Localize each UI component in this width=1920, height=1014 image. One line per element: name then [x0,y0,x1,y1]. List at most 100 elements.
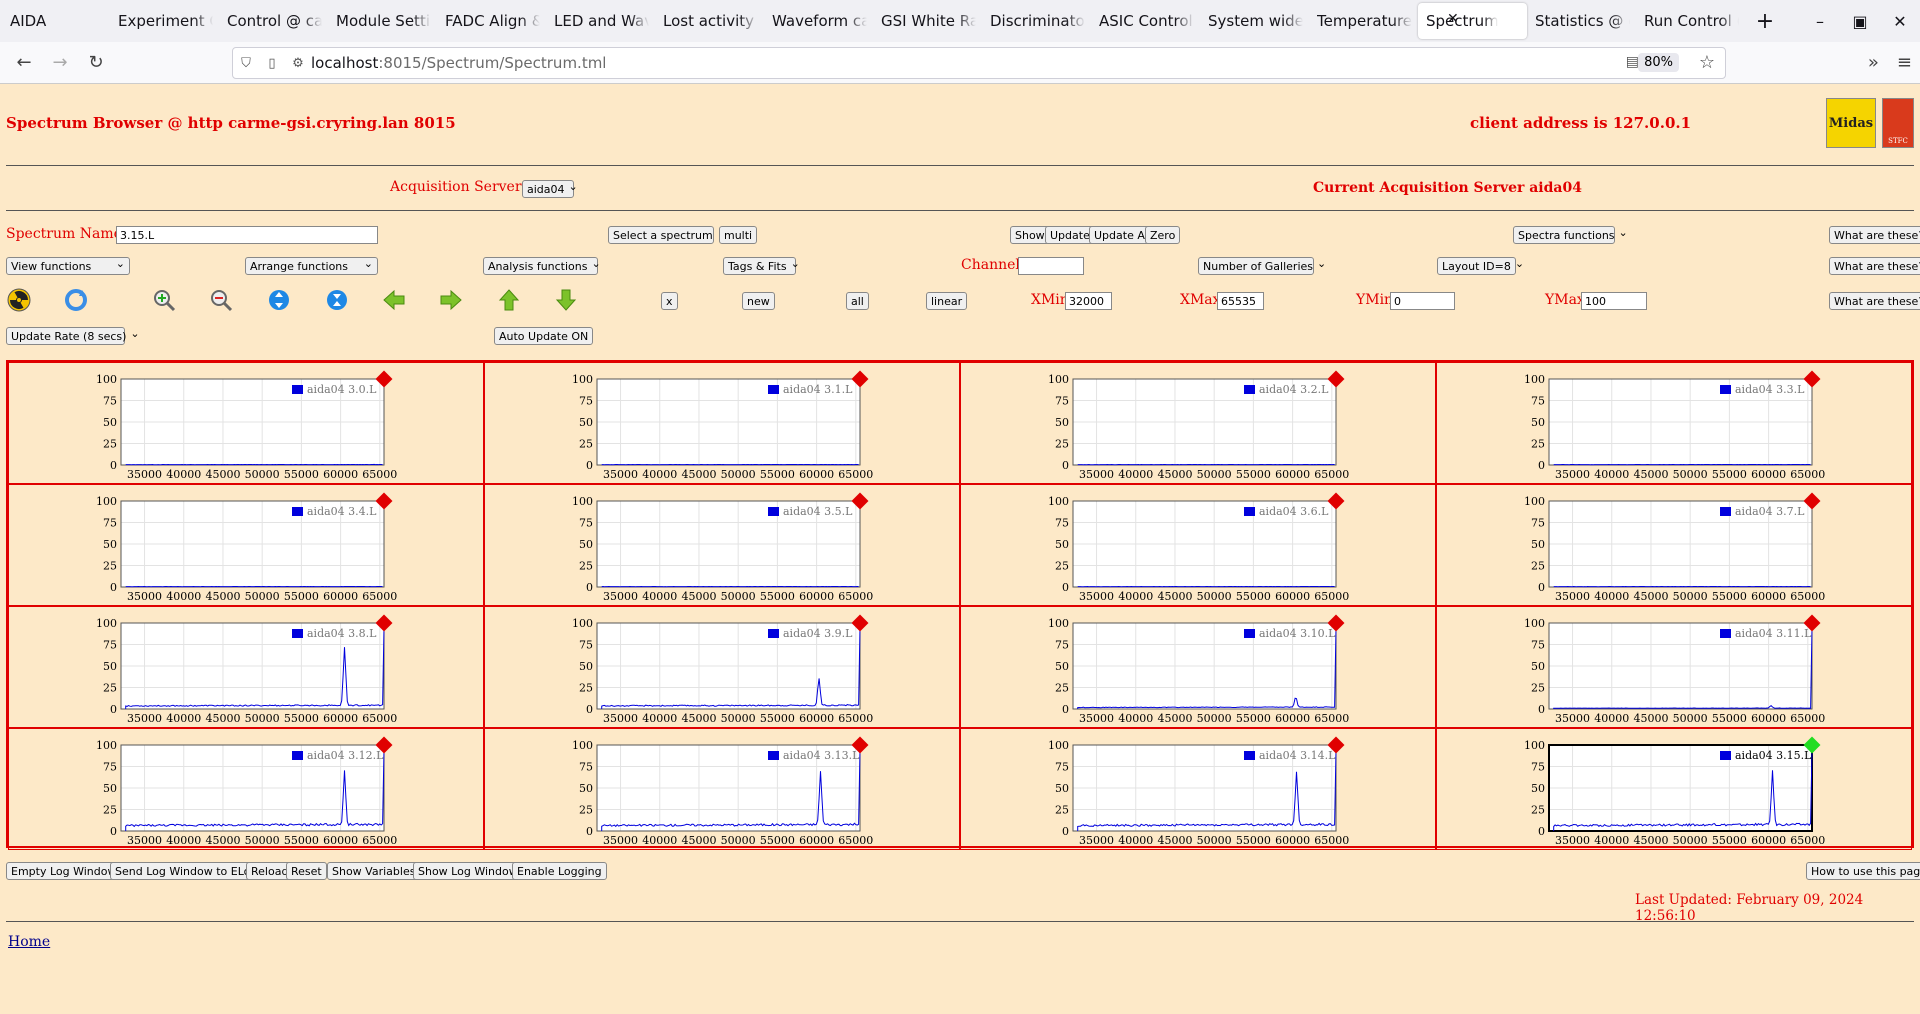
arrow-down-icon[interactable] [553,287,579,313]
spectrum-chart[interactable]: 0 25 50 75 100 35000 40000 45000 50000 55000 60000… [9,485,485,607]
bookmark-star-icon[interactable]: ☆ [1698,52,1715,73]
arrow-right-icon[interactable] [438,287,464,313]
arrange-functions-dropdown[interactable]: Arrange functions [245,257,378,275]
spectrum-chart[interactable]: 0 25 50 75 100 35000 40000 45000 50000 55000 60000… [1437,607,1913,729]
spectra-functions-dropdown[interactable]: Spectra functions [1513,226,1615,244]
footer-button-reload[interactable]: Reload [246,862,294,880]
shield-icon[interactable]: ⛉ [241,55,251,71]
new-tab-button[interactable]: + [1755,8,1775,34]
browser-tab[interactable]: ASIC Control [1091,3,1200,39]
spectrum-chart[interactable]: 0 25 50 75 100 35000 40000 45000 50000 55000 60000… [1437,485,1913,607]
linear-button[interactable]: linear [926,292,968,310]
browser-tab[interactable]: FADC Align & [437,3,546,39]
spectrum-status-marker[interactable] [375,614,393,632]
spectrum-panel[interactable]: 0 25 50 75 100 35000 40000 45000 50000 55000 60000… [484,606,960,728]
browser-tab[interactable]: Spectrum B✕ [1418,3,1527,39]
how-to-use-button[interactable]: How to use this page [1806,862,1920,880]
layout-dropdown[interactable]: Layout ID=8 [1437,257,1516,275]
x-button[interactable]: x [661,292,678,310]
refresh-icon[interactable] [63,287,89,313]
spectrum-chart[interactable]: 0 25 50 75 100 35000 40000 45000 50000 55000 60000… [9,363,485,485]
back-icon[interactable]: ← [16,52,32,73]
spectrum-panel[interactable]: 0 25 50 75 100 35000 40000 45000 50000 55000 60000… [960,606,1436,728]
footer-button-reset[interactable]: Reset [286,862,327,880]
zoom-out-icon[interactable] [208,287,234,313]
url-bar[interactable]: ⛉ ▯ ⚙ localhost:8015/Spectrum/Spectrum.t… [232,47,1726,79]
spectrum-status-marker[interactable] [851,614,869,632]
spectrum-panel[interactable]: 0 25 50 75 100 35000 40000 45000 50000 55000 60000… [484,728,960,850]
spectrum-panel[interactable]: 0 25 50 75 100 35000 40000 45000 50000 55000 60000… [960,728,1436,850]
ymax-input[interactable]: 100 [1581,292,1647,310]
spectrum-name-input[interactable]: 3.15.L [116,226,378,244]
maximize-icon[interactable]: ▣ [1852,11,1868,31]
spectrum-panel[interactable]: 0 25 50 75 100 35000 40000 45000 50000 55000 60000… [960,362,1436,484]
spectrum-panel[interactable]: 0 25 50 75 100 35000 40000 45000 50000 55000 60000… [1436,484,1912,606]
arrow-up-icon[interactable] [496,287,522,313]
footer-button-empty-log-window[interactable]: Empty Log Window [6,862,122,880]
permissions-icon[interactable]: ⚙ [292,55,304,71]
reload-icon[interactable]: ↻ [88,52,104,73]
radiation-icon[interactable] [6,287,32,313]
browser-tab[interactable]: Lost activity r [655,3,764,39]
footer-button-send-log-window-to-elog[interactable]: Send Log Window to ELog [110,862,263,880]
new-button[interactable]: new [742,292,775,310]
spectrum-panel[interactable]: 0 25 50 75 100 35000 40000 45000 50000 55000 60000… [1436,362,1912,484]
spectrum-status-marker[interactable] [851,492,869,510]
spectrum-panel[interactable]: 0 25 50 75 100 35000 40000 45000 50000 55000 60000… [8,606,484,728]
browser-tab[interactable]: GSI White Ra [873,3,982,39]
zoom-in-icon[interactable] [151,287,177,313]
footer-button-enable-logging[interactable]: Enable Logging [512,862,607,880]
spectrum-chart[interactable]: 0 25 50 75 100 35000 40000 45000 50000 55000 60000… [485,485,961,607]
browser-tab[interactable]: Temperature [1309,3,1418,39]
spectrum-chart[interactable]: 0 25 50 75 100 35000 40000 45000 50000 55000 60000… [961,607,1437,729]
spectrum-status-marker[interactable] [851,736,869,754]
spectrum-chart[interactable]: 0 25 50 75 100 35000 40000 45000 50000 55000 60000… [485,729,961,851]
browser-tab[interactable]: Waveform ca [764,3,873,39]
select-spectrum-dropdown[interactable]: Select a spectrum [608,226,714,244]
spectrum-panel[interactable]: 0 25 50 75 100 35000 40000 45000 50000 55000 60000… [1436,606,1912,728]
spectrum-chart[interactable]: 0 25 50 75 100 35000 40000 45000 50000 55000 60000… [9,607,485,729]
minimize-icon[interactable]: – [1816,11,1824,31]
what-are-these-button[interactable]: What are these? [1829,226,1920,244]
auto-update-button[interactable]: Auto Update ON [494,327,594,345]
arrow-left-icon[interactable] [381,287,407,313]
close-window-icon[interactable]: ✕ [1893,11,1907,31]
forward-icon[interactable]: → [52,52,68,73]
spectrum-panel[interactable]: 0 25 50 75 100 35000 40000 45000 50000 55000 60000… [484,484,960,606]
menu-icon[interactable]: ≡ [1896,52,1912,73]
spectrum-chart[interactable]: 0 25 50 75 100 35000 40000 45000 50000 55000 60000… [9,729,485,851]
footer-button-show-log-window[interactable]: Show Log Window [413,862,523,880]
spectrum-chart[interactable]: 0 25 50 75 100 35000 40000 45000 50000 55000 60000… [961,729,1437,851]
expand-vertical-icon[interactable] [266,287,292,313]
all-button[interactable]: all [846,292,869,310]
close-tab-icon[interactable]: ✕ [1447,11,1459,27]
spectrum-chart[interactable]: 0 25 50 75 100 35000 40000 45000 50000 55000 60000… [961,363,1437,485]
xmin-input[interactable]: 32000 [1065,292,1112,310]
compress-vertical-icon[interactable] [324,287,350,313]
spectrum-chart[interactable]: 0 25 50 75 100 35000 40000 45000 50000 55000 60000… [1437,363,1913,485]
show-button[interactable]: Show [1010,226,1050,244]
tags-fits-dropdown[interactable]: Tags & Fits [723,257,796,275]
browser-tab[interactable]: Discriminator [982,3,1091,39]
spectrum-status-marker[interactable] [375,736,393,754]
browser-tab[interactable]: Statistics @ c [1527,3,1636,39]
browser-tab[interactable]: Run Control ( [1636,3,1745,39]
update-all-button[interactable]: Update All [1089,226,1156,244]
footer-button-show-variables[interactable]: Show Variables [327,862,421,880]
what-are-these-button[interactable]: What are these? [1829,292,1920,310]
browser-tab[interactable]: Control @ ca [219,3,328,39]
browser-tab[interactable]: Experiment C [110,3,219,39]
xmax-input[interactable]: 65535 [1217,292,1264,310]
spectrum-panel[interactable]: 0 25 50 75 100 35000 40000 45000 50000 55000 60000… [484,362,960,484]
zero-button[interactable]: Zero [1145,226,1181,244]
spectrum-panel[interactable]: 0 25 50 75 100 35000 40000 45000 50000 55000 60000… [8,362,484,484]
browser-tab[interactable]: System wide [1200,3,1309,39]
update-rate-dropdown[interactable]: Update Rate (8 secs) [6,327,126,345]
channel-input[interactable] [1018,257,1084,275]
spectrum-chart[interactable]: 0 25 50 75 100 35000 40000 45000 50000 55000 60000… [485,607,961,729]
spectrum-chart[interactable]: 0 25 50 75 100 35000 40000 45000 50000 55000 60000… [1437,729,1913,851]
number-of-galleries-dropdown[interactable]: Number of Galleries [1198,257,1314,275]
acquisition-server-select[interactable]: aida04 [522,180,574,198]
spectrum-chart[interactable]: 0 25 50 75 100 35000 40000 45000 50000 55000 60000… [485,363,961,485]
browser-tab[interactable]: Module Settir [328,3,437,39]
